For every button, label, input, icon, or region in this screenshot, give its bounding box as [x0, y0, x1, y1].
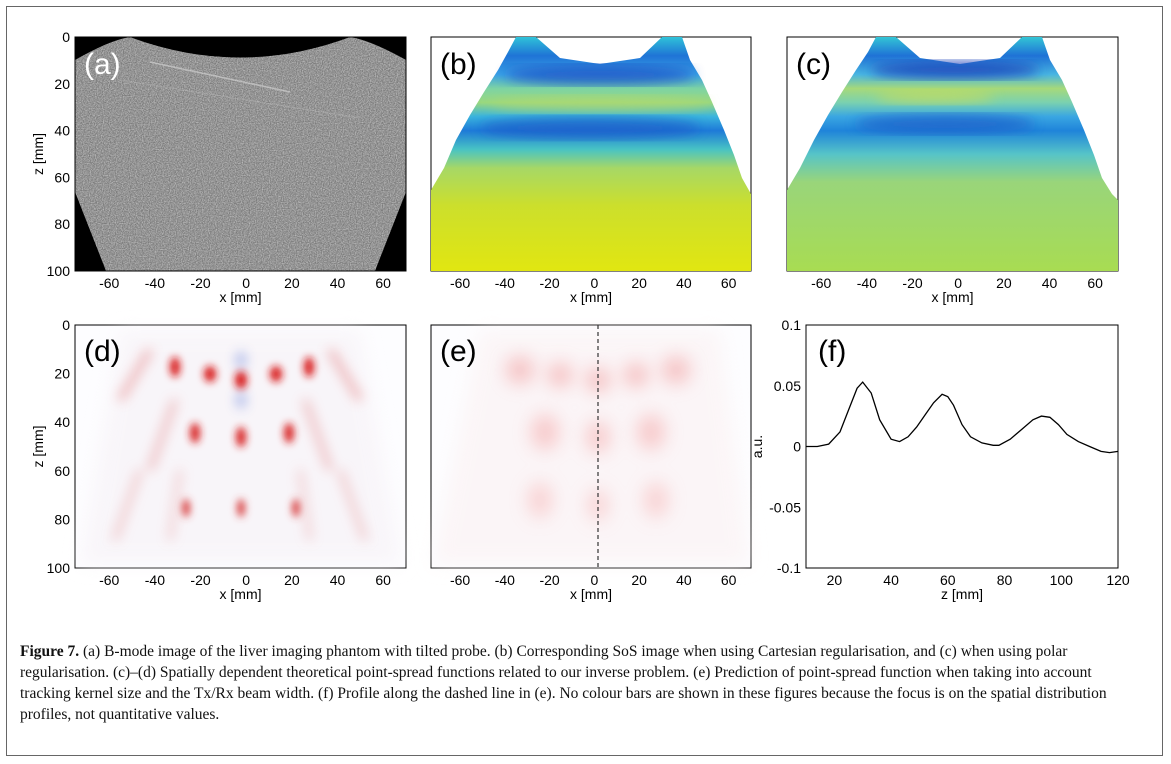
panel-e-axes: -60 -40 -20 0 20 40 60 x [mm] — [450, 572, 737, 602]
x-tick-label: 40 — [1042, 275, 1058, 291]
x-tick-label: 60 — [375, 275, 391, 291]
x-tick-label: 0 — [590, 572, 598, 588]
y-tick-label: 20 — [54, 76, 70, 92]
x-tick-label: -40 — [495, 275, 515, 291]
panel-c-label: (c) — [796, 48, 831, 81]
y-tick-label: 60 — [54, 463, 70, 479]
panel-e-label: (e) — [440, 335, 477, 368]
x-tick-label: 40 — [676, 275, 692, 291]
x-tick-label: 40 — [883, 572, 899, 588]
x-axis-label: x [mm] — [220, 586, 262, 602]
x-tick-label: -60 — [450, 275, 470, 291]
x-tick-label: -40 — [495, 572, 515, 588]
y-tick-label: 20 — [54, 366, 70, 382]
panel-e: (e) — [430, 324, 752, 569]
x-tick-label: 0 — [242, 572, 250, 588]
panel-b: (b) — [430, 36, 752, 272]
y-tick-label: -0.1 — [777, 560, 801, 576]
panel-c: (c) — [786, 36, 1119, 272]
y-tick-label: 0.1 — [782, 317, 802, 333]
x-axis-label: z [mm] — [941, 586, 983, 602]
x-tick-label: -60 — [450, 572, 470, 588]
panel-f-label: (f) — [818, 335, 846, 368]
panel-b-axes: -60 -40 -20 0 20 40 60 x [mm] — [450, 275, 737, 305]
y-tick-label: 40 — [54, 414, 70, 430]
y-tick-label: 0 — [62, 317, 70, 333]
x-tick-label: -60 — [99, 572, 119, 588]
x-axis-label: x [mm] — [220, 289, 262, 305]
caption-label: Figure 7. — [20, 643, 80, 660]
y-tick-label: 80 — [54, 511, 70, 527]
y-tick-label: 0 — [62, 29, 70, 45]
panel-f-axes: 20 40 60 80 100 120 0.1 0.05 0 -0.05 -0.1 z [mm] a.u… — [749, 317, 1130, 602]
y-axis-label: z [mm] — [30, 133, 46, 175]
y-tick-label: 80 — [54, 216, 70, 232]
sos-cartesian-map — [431, 37, 751, 271]
x-tick-label: -20 — [190, 275, 210, 291]
x-tick-label: 60 — [721, 275, 737, 291]
x-axis-label: x [mm] — [570, 289, 612, 305]
psf-spots-d — [80, 330, 402, 565]
y-tick-label: 0.05 — [774, 378, 801, 394]
x-tick-label: -20 — [539, 275, 559, 291]
x-tick-label: 40 — [330, 572, 346, 588]
panel-c-axes: -60 -40 -20 0 20 40 60 x [mm] — [811, 275, 1103, 305]
figure-canvas: (a) (b) (c) — [30, 29, 1130, 602]
x-tick-label: -20 — [539, 572, 559, 588]
x-tick-label: 60 — [375, 572, 391, 588]
x-tick-label: -60 — [99, 275, 119, 291]
x-tick-label: 0 — [242, 275, 250, 291]
x-tick-label: 20 — [631, 572, 647, 588]
x-tick-label: 20 — [996, 275, 1012, 291]
x-tick-label: 20 — [631, 275, 647, 291]
x-tick-label: -20 — [902, 275, 922, 291]
x-tick-label: 80 — [997, 572, 1013, 588]
panel-a-axes: -60 -40 -20 0 20 40 60 0 20 40 60 80 100 x [mm] z [mm] — [30, 29, 391, 305]
x-axis-label: x [mm] — [570, 586, 612, 602]
x-tick-label: -60 — [811, 275, 831, 291]
x-tick-label: 20 — [284, 572, 300, 588]
x-tick-label: 0 — [954, 275, 962, 291]
panel-f: (f) — [805, 324, 1119, 569]
x-tick-label: 40 — [330, 275, 346, 291]
panel-d-axes: -60 -40 -20 0 20 40 60 0 20 40 60 80 100 x [mm] z [mm] — [30, 317, 391, 602]
psf-spots-e — [432, 330, 750, 565]
figure-frame — [6, 6, 1163, 756]
y-tick-label: 100 — [47, 560, 71, 576]
y-tick-label: 60 — [54, 169, 70, 185]
y-axis-label: a.u. — [749, 435, 765, 458]
profile-plot-area — [805, 324, 1119, 569]
y-tick-label: -0.05 — [769, 499, 801, 515]
figure-caption: Figure 7. (a) B-mode image of the liver … — [20, 641, 1146, 725]
y-tick-label: 0 — [793, 439, 801, 455]
caption-text: (a) B-mode image of the liver imaging ph… — [20, 643, 1107, 723]
bmode-line — [149, 61, 291, 93]
x-tick-label: 60 — [940, 572, 956, 588]
x-tick-label: 0 — [590, 275, 598, 291]
x-tick-label: 40 — [676, 572, 692, 588]
y-tick-label: 100 — [47, 263, 71, 279]
y-axis-label: z [mm] — [30, 426, 46, 468]
x-tick-label: 60 — [1087, 275, 1103, 291]
x-tick-label: 100 — [1050, 572, 1074, 588]
x-axis-label: x [mm] — [932, 289, 974, 305]
x-tick-label: 60 — [721, 572, 737, 588]
y-tick-label: 40 — [54, 123, 70, 139]
panel-a-label: (a) — [84, 48, 121, 81]
x-tick-label: -40 — [857, 275, 877, 291]
sos-polar-map — [787, 37, 1118, 271]
x-tick-label: 20 — [284, 275, 300, 291]
x-tick-label: -40 — [145, 572, 165, 588]
panel-b-label: (b) — [440, 48, 477, 81]
x-tick-label: 120 — [1106, 572, 1130, 588]
panel-d: (d) — [74, 324, 407, 569]
profile-series-line — [806, 381, 1119, 454]
panel-d-label: (d) — [84, 335, 121, 368]
panel-a: (a) — [74, 36, 407, 272]
x-tick-label: 20 — [827, 572, 843, 588]
x-tick-label: -20 — [190, 572, 210, 588]
x-tick-label: -40 — [145, 275, 165, 291]
